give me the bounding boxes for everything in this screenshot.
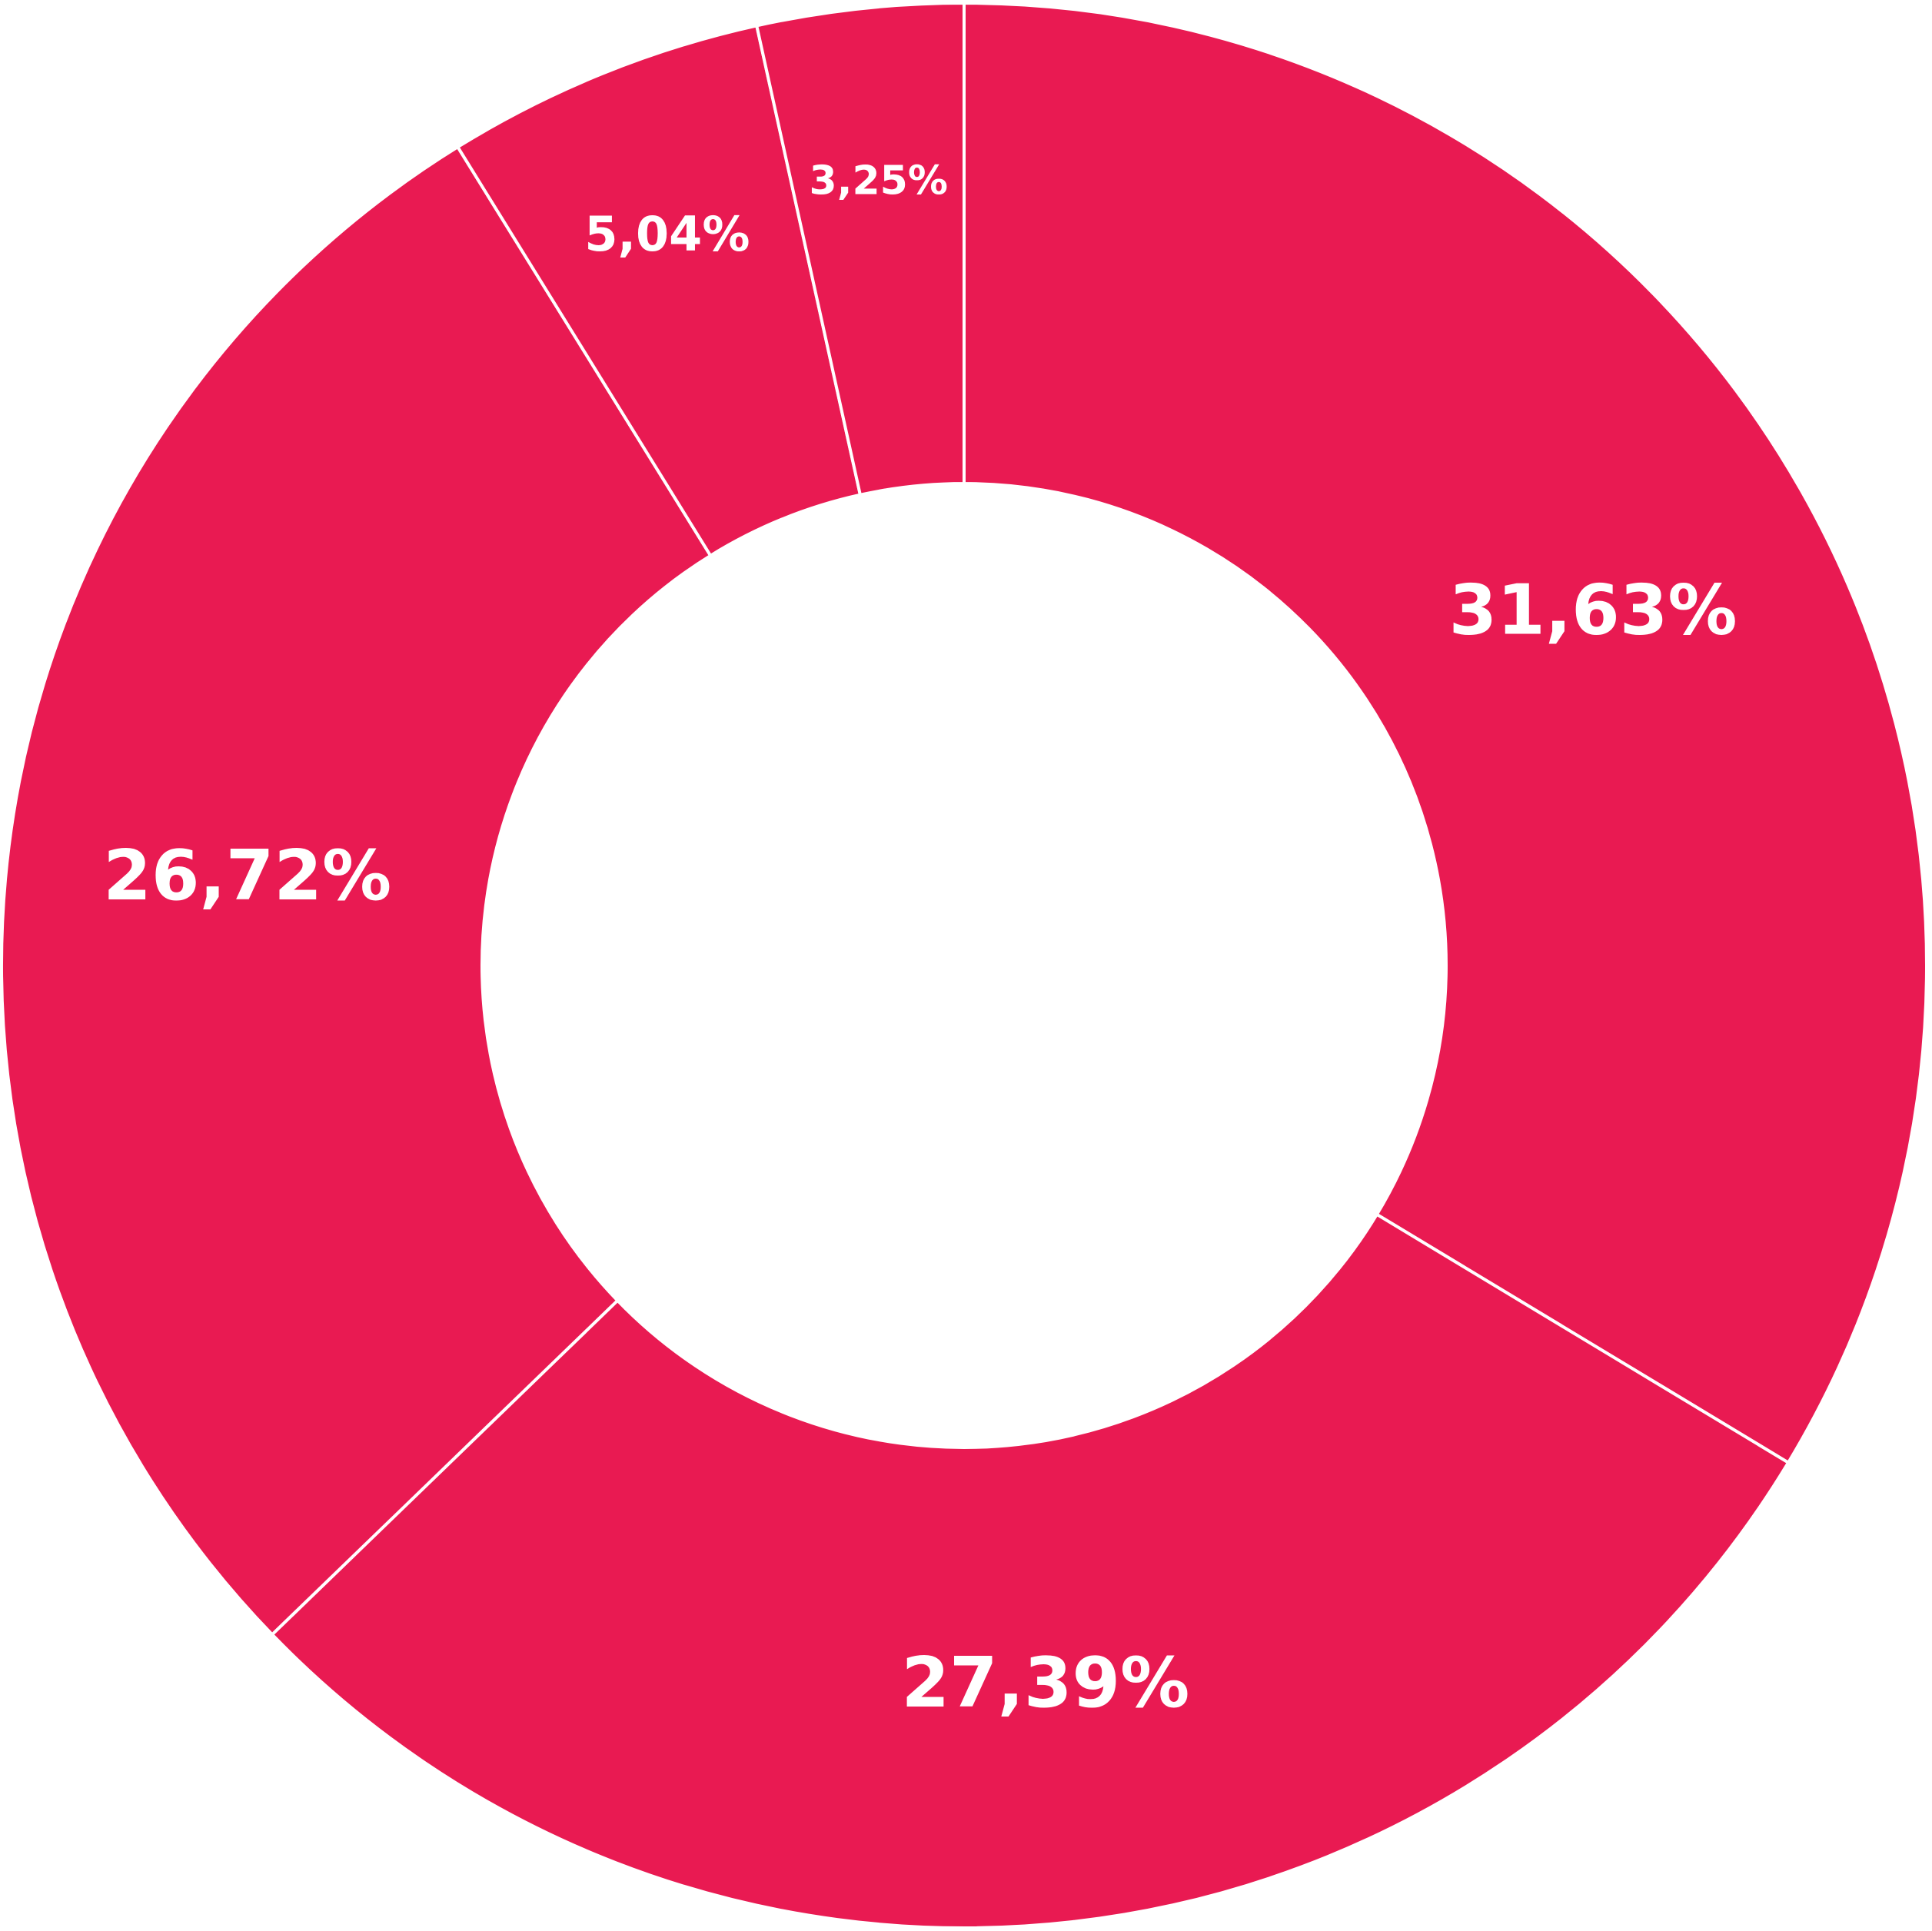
slice-value-label: 3,25% <box>810 158 948 204</box>
slice-value-label: 5,04% <box>584 206 750 262</box>
donut-slice <box>270 1212 1791 1929</box>
donut-slice <box>755 2 966 497</box>
donut-labels: 31,63% 27,39% 26,72% 5,04% 3,25% <box>103 158 1737 1723</box>
slice-value-label: 27,39% <box>901 1643 1189 1723</box>
donut-slice <box>0 145 713 1637</box>
donut-slice <box>963 2 1928 1464</box>
slice-value-label: 26,72% <box>103 836 391 916</box>
slice-value-label: 31,63% <box>1449 570 1737 651</box>
